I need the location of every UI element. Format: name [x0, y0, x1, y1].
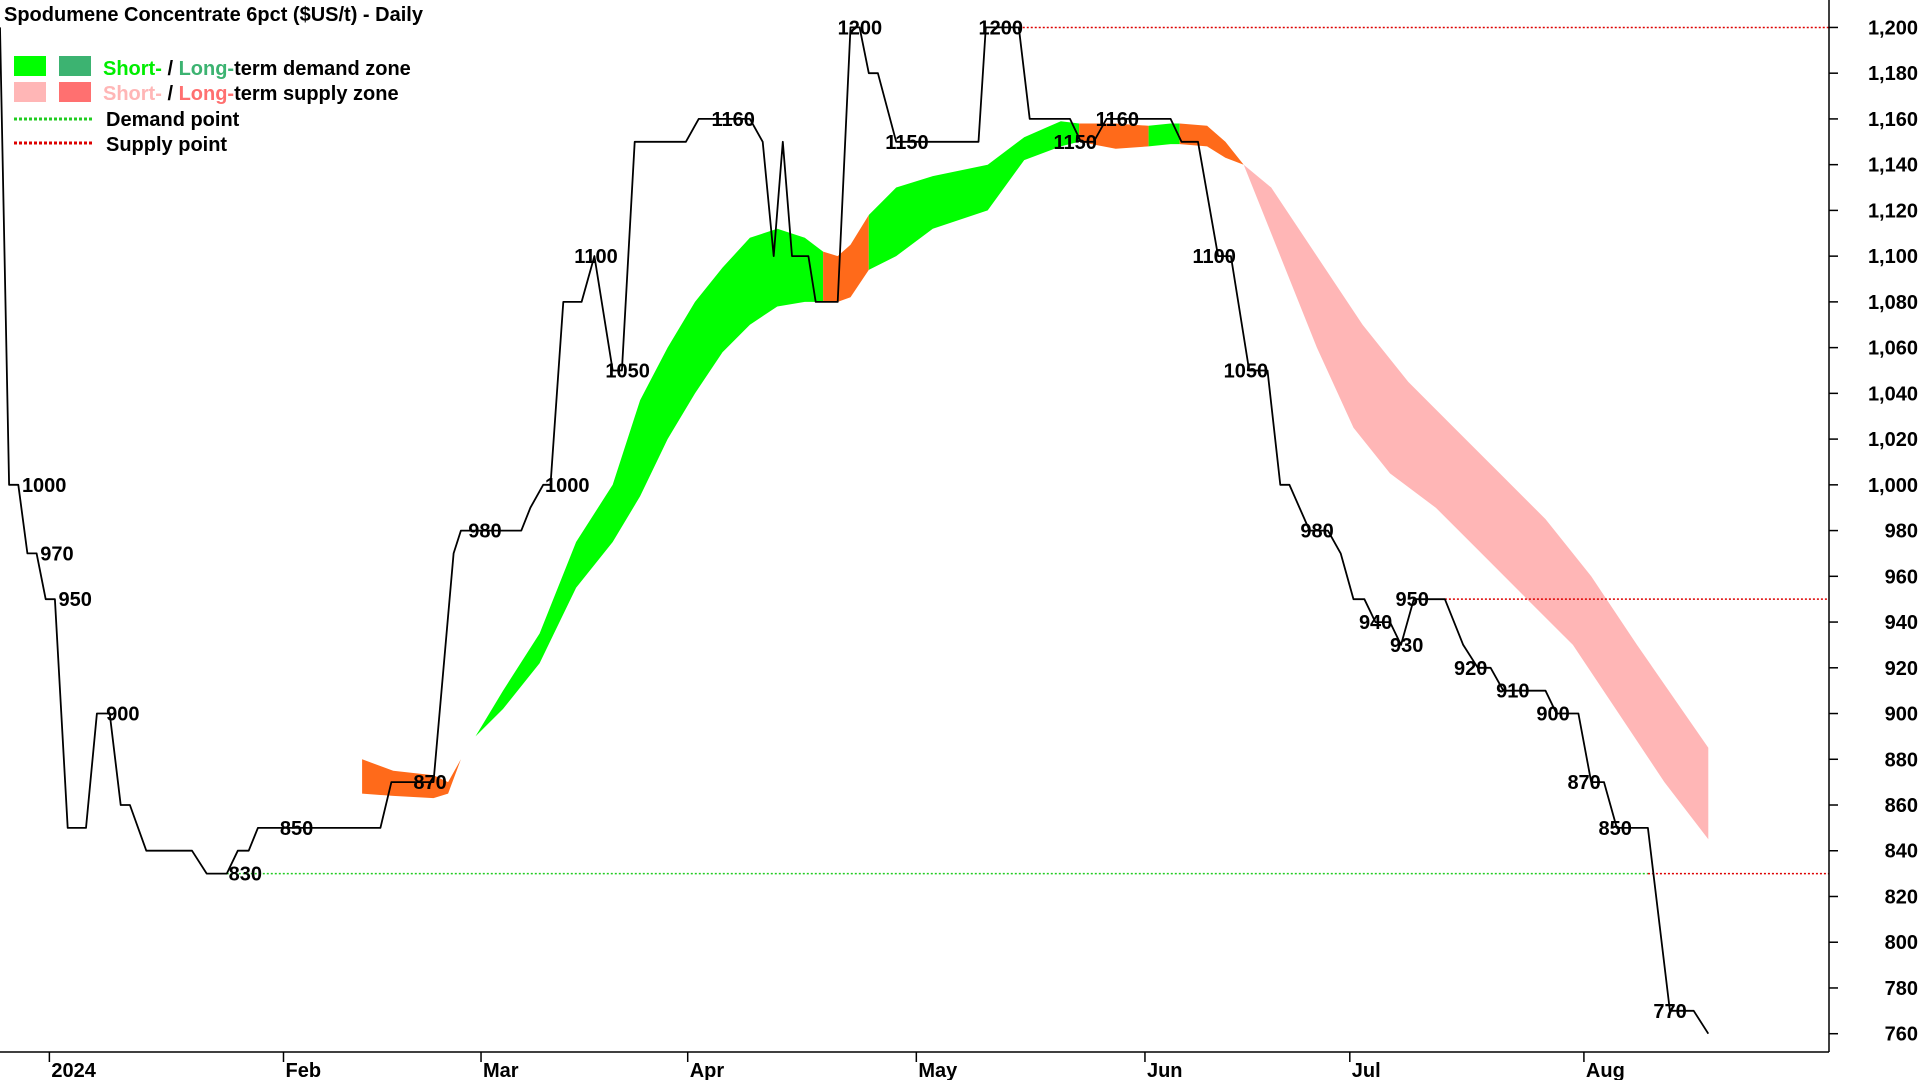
- y-tick-label-10: 1,000: [1868, 475, 1918, 497]
- data-label-10: 1050: [605, 360, 650, 382]
- x-tick-label-5: Jun: [1147, 1060, 1183, 1080]
- data-label-24: 910: [1496, 681, 1529, 703]
- x-tick-label-2: Mar: [483, 1060, 519, 1080]
- legend-supply-point: Supply point: [106, 134, 227, 156]
- data-label-3: 900: [106, 704, 139, 726]
- data-label-20: 940: [1359, 612, 1392, 634]
- data-label-2: 950: [59, 589, 92, 611]
- demand-zone-3: [868, 121, 1080, 270]
- data-label-21: 930: [1390, 635, 1423, 657]
- demand-zone-1: [475, 228, 824, 737]
- x-tick-label-6: Jul: [1352, 1060, 1381, 1080]
- data-label-5: 850: [280, 818, 313, 840]
- reference-lines-layer: [226, 26, 1829, 875]
- legend-supply-short-swatch: [14, 82, 46, 102]
- data-label-15: 1150: [1054, 132, 1097, 154]
- y-tick-label-12: 960: [1885, 566, 1918, 588]
- chart-title: Spodumene Concentrate 6pct ($US/t) - Dai…: [4, 4, 424, 26]
- y-tick-label-20: 800: [1885, 932, 1918, 954]
- flip-zone-4: [1079, 123, 1149, 149]
- data-labels-layer: 1000 970 950 900 830 850 870 980 1000 1100 1050 116…: [22, 17, 1687, 1022]
- data-label-0: 1000: [22, 475, 67, 497]
- data-label-27: 850: [1599, 818, 1632, 840]
- y-tick-label-17: 860: [1885, 795, 1918, 817]
- data-label-18: 1050: [1224, 360, 1269, 382]
- legend-demand-sep: /: [162, 58, 179, 80]
- data-label-11: 1160: [711, 109, 754, 131]
- y-tick-label-5: 1,100: [1868, 246, 1918, 268]
- legend-demand-point: Demand point: [106, 109, 240, 131]
- data-label-19: 980: [1300, 521, 1333, 543]
- y-tick-label-13: 940: [1885, 612, 1918, 634]
- legend-demand-long-swatch: [59, 56, 91, 76]
- y-tick-label-7: 1,060: [1868, 338, 1918, 360]
- x-ticks-layer: 2024 Feb Mar Apr May Jun Jul Aug: [48, 1052, 1625, 1082]
- y-tick-label-19: 820: [1885, 886, 1918, 908]
- data-label-16: 1160: [1096, 109, 1139, 131]
- demand-zone-5: [1148, 123, 1180, 147]
- y-tick-label-9: 1,020: [1868, 429, 1918, 451]
- legend-supply-short: Short-: [103, 83, 162, 105]
- y-tick-label-0: 1,200: [1868, 17, 1918, 39]
- legend-supply-sep: /: [162, 83, 179, 105]
- data-label-26: 870: [1567, 772, 1600, 794]
- x-tick-label-4: May: [918, 1060, 958, 1080]
- flip-zone-0: [362, 759, 461, 799]
- y-tick-label-16: 880: [1885, 749, 1918, 771]
- flip-zone-6: [1179, 123, 1244, 165]
- y-tick-label-2: 1,160: [1868, 109, 1918, 131]
- legend-demand-long: Long-: [179, 58, 235, 80]
- legend-demand-zone: Short- / Long-term demand zone: [103, 58, 411, 80]
- y-tick-label-18: 840: [1885, 841, 1918, 863]
- data-label-6: 870: [413, 772, 446, 794]
- data-label-25: 900: [1536, 704, 1569, 726]
- y-tick-label-14: 920: [1885, 658, 1918, 680]
- data-label-22: 950: [1396, 589, 1429, 611]
- data-label-4: 830: [229, 864, 262, 886]
- data-label-9: 1100: [574, 246, 617, 268]
- y-tick-label-22: 760: [1885, 1024, 1918, 1046]
- data-label-17: 1100: [1193, 246, 1236, 268]
- legend-supply-long: Long-: [179, 83, 235, 105]
- data-label-1: 970: [40, 543, 73, 565]
- y-tick-label-1: 1,180: [1868, 63, 1918, 85]
- legend-supply-zone: Short- / Long-term supply zone: [103, 83, 399, 105]
- y-tick-label-3: 1,140: [1868, 155, 1918, 177]
- flip-zone-2: [823, 215, 869, 302]
- supply-zone-7: [1243, 164, 1709, 840]
- data-label-13: 1150: [885, 132, 928, 154]
- data-label-28: 770: [1653, 1001, 1686, 1023]
- y-tick-label-6: 1,080: [1868, 292, 1918, 314]
- y-tick-label-4: 1,120: [1868, 200, 1918, 222]
- y-ticks-layer: 1,200 1,180 1,160 1,140 1,120 1,100 1,080 1,060…: [1829, 17, 1918, 1046]
- data-label-23: 920: [1454, 658, 1487, 680]
- x-tick-label-7: Aug: [1586, 1060, 1625, 1080]
- zones-layer: [362, 121, 1709, 840]
- y-tick-label-15: 900: [1885, 704, 1918, 726]
- legend-supply-long-swatch: [59, 82, 91, 102]
- y-tick-label-8: 1,040: [1868, 383, 1918, 405]
- legend-demand-short-swatch: [14, 56, 46, 76]
- legend-demand-short: Short-: [103, 58, 162, 80]
- y-tick-label-21: 780: [1885, 978, 1918, 1000]
- data-label-8: 1000: [545, 475, 590, 497]
- price-line: [0, 26, 1710, 1035]
- x-tick-label-3: Apr: [690, 1060, 725, 1080]
- legend-supply-rest: term supply zone: [234, 83, 398, 105]
- axes-layer: [0, 0, 1830, 1053]
- data-label-7: 980: [468, 521, 501, 543]
- x-tick-label-1: Feb: [285, 1060, 321, 1080]
- data-label-12: 1200: [838, 17, 883, 39]
- y-tick-label-11: 980: [1885, 521, 1918, 543]
- price-layer: [0, 26, 1710, 1035]
- legend-demand-rest: term demand zone: [234, 58, 411, 80]
- legend: Short- / Long-term demand zone Short- / …: [14, 56, 411, 156]
- x-tick-label-0: 2024: [51, 1060, 96, 1080]
- data-label-14: 1200: [979, 17, 1024, 39]
